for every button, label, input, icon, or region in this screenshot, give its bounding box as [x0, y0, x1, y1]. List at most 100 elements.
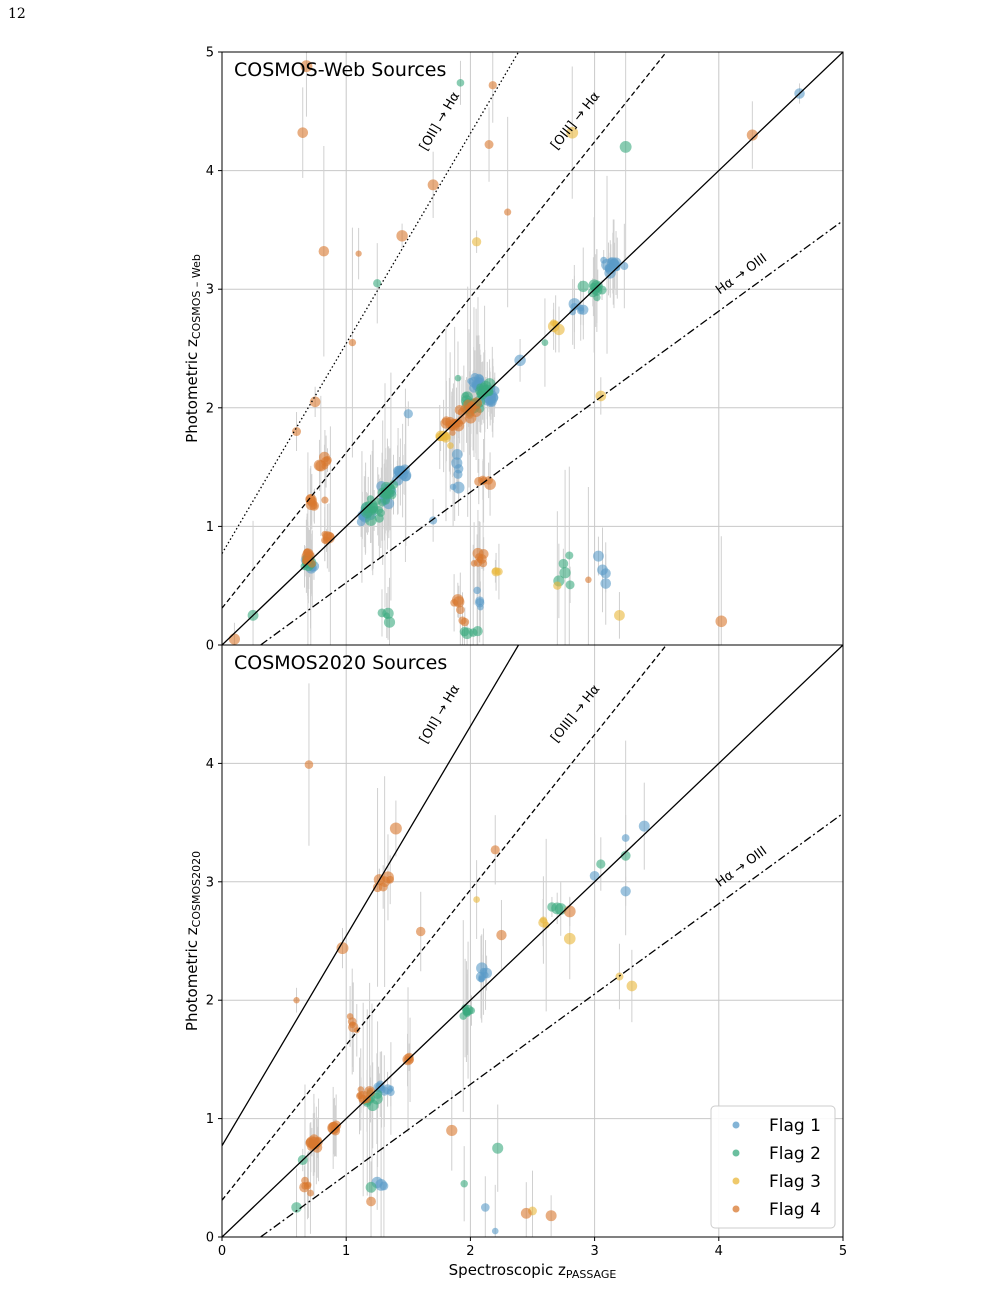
page-number: 12 — [8, 6, 26, 22]
point-flag-4 — [746, 129, 758, 141]
relation-label-4: Hα → OIII — [713, 844, 770, 891]
point-flag-1 — [600, 578, 612, 589]
point-flag-4 — [323, 531, 335, 544]
point-flag-2 — [380, 487, 390, 497]
relation-label-4: Hα → OIII — [713, 251, 770, 298]
point-flag-4 — [300, 60, 313, 73]
point-flag-2 — [558, 558, 569, 569]
point-flag-4 — [293, 997, 300, 1004]
point-flag-4 — [488, 81, 497, 90]
legend-label-flag-1: Flag 1 — [769, 1116, 821, 1136]
relation-line-3 — [222, 52, 843, 645]
point-flag-4 — [545, 1210, 557, 1222]
y-tick-label: 3 — [206, 875, 214, 890]
point-flag-1 — [478, 975, 486, 982]
legend-marker-flag-2 — [732, 1149, 740, 1157]
point-flag-4 — [478, 475, 488, 485]
legend-label-flag-4: Flag 4 — [769, 1200, 821, 1220]
point-flag-4 — [464, 412, 477, 424]
y-axis-label-sub: COSMOS – Web — [190, 254, 203, 339]
y-axis-label-main: Photometric z — [183, 339, 201, 443]
panel-title: COSMOS2020 Sources — [234, 652, 447, 674]
point-flag-3 — [447, 442, 454, 449]
relation-lines — [222, 645, 843, 1237]
y-tick-label: 5 — [206, 46, 214, 61]
point-flag-2 — [577, 280, 589, 293]
point-flag-1 — [452, 481, 465, 494]
point-flag-2 — [463, 1008, 471, 1016]
point-flag-2 — [462, 392, 469, 399]
point-flag-4 — [357, 1091, 365, 1100]
relation-line-4 — [259, 220, 843, 645]
point-flag-3 — [566, 126, 579, 139]
point-flag-4 — [478, 549, 489, 559]
point-flag-4 — [504, 208, 512, 216]
points — [291, 760, 650, 1235]
point-flag-2 — [383, 616, 396, 628]
point-flag-4 — [323, 455, 332, 465]
x-tick-label: 3 — [590, 1244, 598, 1259]
x-tick-label: 2 — [466, 1244, 474, 1259]
legend-marker-flag-3 — [732, 1177, 740, 1185]
point-flag-4 — [458, 616, 467, 625]
point-flag-2 — [454, 374, 462, 382]
point-flag-4 — [303, 548, 311, 557]
point-flag-1 — [592, 550, 604, 562]
y-tick-label: 2 — [206, 401, 214, 416]
x-axis-label-main: Spectroscopic z — [449, 1261, 566, 1279]
point-flag-2 — [374, 513, 384, 523]
point-flag-1 — [480, 1203, 490, 1212]
point-flag-2 — [388, 480, 398, 490]
point-flag-1 — [597, 564, 608, 576]
point-flag-2 — [492, 1142, 504, 1154]
point-flag-1 — [491, 1227, 499, 1235]
panel-title: COSMOS-Web Sources — [234, 59, 446, 81]
point-flag-4 — [389, 822, 402, 835]
point-flag-1 — [475, 596, 485, 606]
point-flag-4 — [321, 496, 329, 504]
y-tick-label: 0 — [206, 639, 214, 654]
relation-line-3 — [222, 645, 843, 1237]
y-axis-label: Photometric zCOSMOS – Web — [183, 254, 203, 443]
x-axis-label-sub: PASSAGE — [566, 1268, 616, 1281]
panel-frame — [221, 644, 844, 1238]
y-tick-label: 0 — [206, 1231, 214, 1246]
point-flag-1 — [403, 409, 413, 419]
point-flag-3 — [473, 896, 480, 903]
point-flag-4 — [355, 250, 362, 257]
relation-lines — [222, 52, 843, 645]
point-flag-4 — [305, 498, 317, 511]
point-flag-2 — [291, 1202, 302, 1213]
point-flag-2 — [460, 1179, 468, 1188]
point-flag-1 — [375, 1179, 388, 1191]
point-flag-1 — [454, 464, 464, 474]
point-flag-2 — [365, 1181, 377, 1193]
y-axis-label: Photometric zCOSMOS2020 — [183, 851, 203, 1031]
point-flag-1 — [476, 962, 488, 974]
y-tick-label: 1 — [206, 520, 214, 535]
point-flag-4 — [307, 1189, 314, 1197]
point-flag-4 — [715, 615, 728, 628]
legend: Flag 1 Flag 2 Flag 3 Flag 4 — [710, 1105, 836, 1229]
y-tick-label: 1 — [206, 1112, 214, 1127]
legend-marker-flag-1 — [732, 1121, 740, 1129]
point-flag-3 — [539, 916, 547, 924]
y-axis-label-sub: COSMOS2020 — [190, 851, 203, 927]
point-flag-2 — [373, 279, 382, 288]
point-flag-2 — [360, 506, 373, 519]
point-flag-1 — [620, 262, 629, 271]
legend-marker-flag-4 — [732, 1205, 740, 1213]
point-flag-1 — [620, 886, 631, 897]
point-flag-2 — [565, 580, 575, 590]
point-flag-4 — [366, 1196, 376, 1207]
point-flag-3 — [563, 932, 576, 945]
point-flag-4 — [455, 605, 465, 615]
point-flag-1 — [451, 449, 463, 460]
x-tick-label: 0 — [218, 1244, 226, 1259]
x-tick-label: 4 — [715, 1244, 723, 1259]
y-tick-label: 3 — [206, 283, 214, 298]
point-flag-4 — [449, 429, 456, 436]
point-flag-4 — [520, 1207, 532, 1219]
point-flag-4 — [427, 179, 439, 191]
